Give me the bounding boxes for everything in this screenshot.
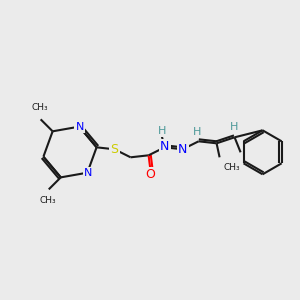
- Text: N: N: [160, 140, 169, 153]
- Text: H: H: [158, 126, 166, 136]
- Text: H: H: [192, 127, 201, 137]
- Text: CH₃: CH₃: [31, 103, 48, 112]
- Text: N: N: [76, 122, 84, 132]
- Text: S: S: [111, 143, 119, 156]
- Text: N: N: [178, 143, 187, 156]
- Text: CH₃: CH₃: [224, 163, 240, 172]
- Text: H: H: [230, 122, 238, 132]
- Text: O: O: [146, 168, 155, 181]
- Text: N: N: [84, 168, 92, 178]
- Text: CH₃: CH₃: [40, 196, 56, 206]
